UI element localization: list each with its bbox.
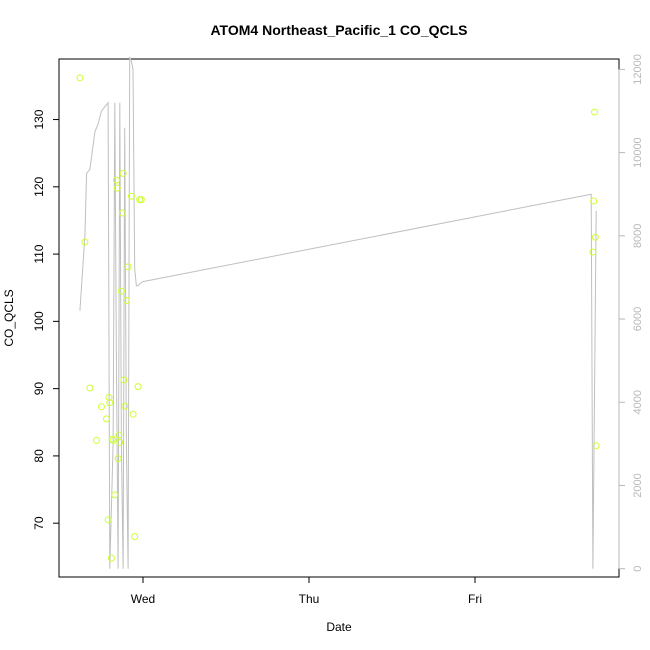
y2-tick-label: 12000 bbox=[632, 54, 644, 85]
data-point bbox=[589, 248, 597, 256]
y-axis-left: 70 80 90 100 110 120 130 bbox=[32, 109, 60, 530]
y-axis-right: 0 2000 4000 6000 8000 10000 12000 bbox=[618, 54, 644, 572]
data-point bbox=[134, 383, 142, 391]
data-point bbox=[105, 393, 113, 401]
y2-tick-label: 2000 bbox=[632, 473, 644, 497]
data-point bbox=[115, 431, 123, 439]
y2-tick-label: 10000 bbox=[632, 137, 644, 168]
data-point bbox=[86, 384, 94, 392]
data-point bbox=[591, 108, 599, 116]
data-point bbox=[112, 176, 120, 184]
x-axis-label: Date bbox=[326, 620, 352, 634]
data-point bbox=[76, 74, 84, 82]
data-point bbox=[117, 287, 125, 295]
y2-tick-label: 6000 bbox=[632, 307, 644, 331]
data-point bbox=[102, 415, 110, 423]
data-point bbox=[590, 197, 598, 205]
data-point bbox=[106, 399, 114, 407]
x-tick-label: Fri bbox=[468, 592, 482, 606]
data-point bbox=[107, 554, 115, 562]
x-tick-label: Wed bbox=[131, 592, 155, 606]
y-axis-label: CO_QCLS bbox=[2, 289, 16, 346]
data-point bbox=[116, 438, 124, 446]
data-point bbox=[122, 297, 130, 305]
y-tick-label: 110 bbox=[32, 244, 46, 263]
data-point bbox=[104, 516, 112, 524]
data-point bbox=[127, 192, 135, 200]
x-tick-label: Thu bbox=[299, 592, 320, 606]
data-point bbox=[121, 402, 129, 410]
y2-tick-label: 4000 bbox=[632, 390, 644, 414]
data-point bbox=[120, 376, 128, 384]
y-tick-label: 70 bbox=[32, 516, 46, 530]
x-axis: Wed Thu Fri bbox=[131, 576, 482, 606]
y-tick-label: 100 bbox=[32, 311, 46, 331]
plot-area-frame bbox=[58, 58, 620, 578]
data-point bbox=[591, 233, 599, 241]
series-line bbox=[79, 56, 597, 569]
data-point bbox=[592, 442, 600, 450]
y-tick-label: 90 bbox=[32, 382, 46, 396]
data-point bbox=[108, 435, 116, 443]
data-point bbox=[124, 263, 132, 271]
data-point bbox=[119, 169, 127, 177]
data-point bbox=[109, 436, 117, 444]
chart-title: ATOM4 Northeast_Pacific_1 CO_QCLS bbox=[210, 22, 467, 38]
data-point bbox=[111, 491, 119, 499]
series-line-group bbox=[79, 56, 597, 569]
data-point bbox=[93, 436, 101, 444]
y-tick-label: 130 bbox=[32, 109, 46, 129]
series-points-group bbox=[76, 74, 600, 562]
y-tick-label: 80 bbox=[32, 449, 46, 463]
data-point bbox=[129, 410, 137, 418]
data-point bbox=[137, 196, 145, 204]
data-point bbox=[114, 455, 122, 463]
data-point bbox=[113, 184, 121, 192]
data-point bbox=[81, 238, 89, 246]
y2-tick-label: 0 bbox=[632, 566, 644, 572]
data-point bbox=[131, 533, 139, 541]
data-point bbox=[98, 403, 105, 411]
y2-tick-label: 8000 bbox=[632, 224, 644, 248]
data-point bbox=[118, 209, 126, 217]
y-tick-label: 120 bbox=[32, 176, 46, 196]
